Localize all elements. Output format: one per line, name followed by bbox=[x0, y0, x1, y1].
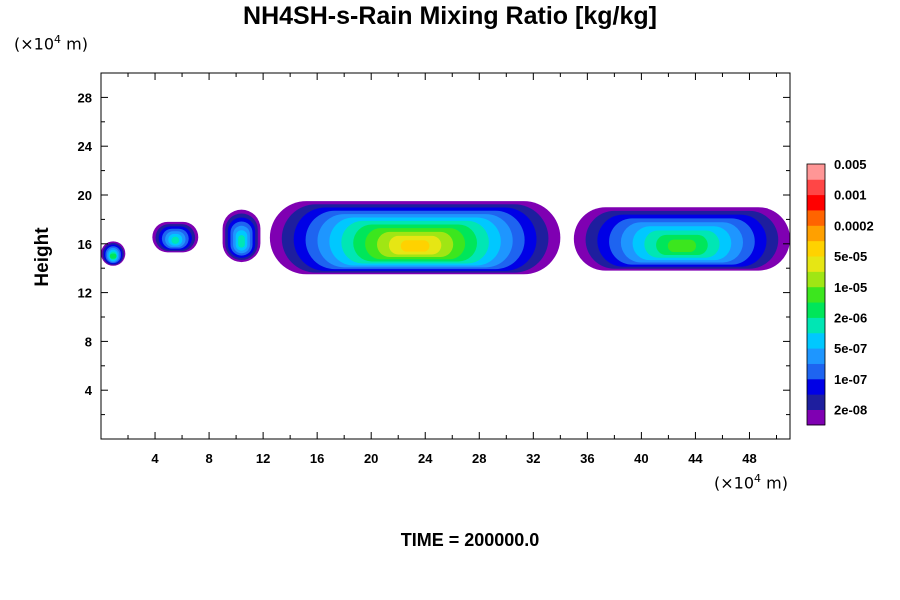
colorbar-label: 0.001 bbox=[834, 188, 867, 203]
x-tick-label: 40 bbox=[634, 451, 648, 466]
contour-level bbox=[109, 253, 117, 259]
colorbar-swatch bbox=[807, 164, 825, 180]
cloud-field bbox=[101, 201, 790, 275]
x-tick-label: 16 bbox=[310, 451, 324, 466]
time-label: TIME = 200000.0 bbox=[400, 530, 540, 550]
colorbar-label: 0.0002 bbox=[834, 218, 874, 233]
colorbar: 2e-08 1e-07 5e-07 2e-06 1e-05 5e-05 0.0002 0.00… bbox=[806, 157, 874, 426]
y-tick-label: 20 bbox=[78, 188, 92, 203]
y-axis-unit: (×104 m) bbox=[14, 33, 88, 54]
colorbar-swatch bbox=[807, 240, 825, 257]
colorbar-swatch bbox=[807, 363, 825, 380]
contour-level bbox=[238, 235, 245, 248]
x-tick-label: 36 bbox=[580, 451, 594, 466]
x-tick-label: 12 bbox=[256, 451, 270, 466]
y-tick-label: 4 bbox=[85, 383, 93, 398]
x-tick-label: 32 bbox=[526, 451, 540, 466]
colorbar-swatch bbox=[807, 378, 825, 395]
contour-level bbox=[400, 240, 430, 252]
y-axis: 4 8 12 16 20 24 28 bbox=[78, 72, 790, 416]
y-tick-label: 12 bbox=[78, 286, 92, 301]
colorbar-swatch bbox=[807, 409, 825, 426]
colorbar-label: 1e-05 bbox=[834, 280, 867, 295]
colorbar-swatch bbox=[807, 302, 825, 318]
colorbar-label: 5e-07 bbox=[834, 341, 867, 356]
colorbar-swatch bbox=[807, 225, 825, 242]
x-tick-label: 48 bbox=[742, 451, 756, 466]
x-tick-label: 44 bbox=[688, 451, 703, 466]
colorbar-swatch bbox=[807, 194, 825, 211]
y-tick-label: 28 bbox=[78, 90, 92, 105]
colorbar-label: 1e-07 bbox=[834, 372, 867, 387]
colorbar-frame bbox=[806, 163, 826, 426]
y-tick-label: 8 bbox=[85, 334, 92, 349]
contour-level bbox=[171, 236, 180, 244]
y-tick-label: 16 bbox=[78, 237, 92, 252]
colorbar-label: 5e-05 bbox=[834, 249, 867, 264]
x-tick-label: 8 bbox=[205, 451, 212, 466]
colorbar-swatch bbox=[807, 256, 825, 272]
contour-level bbox=[667, 239, 697, 253]
x-tick-label: 4 bbox=[151, 451, 159, 466]
colorbar-label: 2e-06 bbox=[834, 311, 867, 326]
x-tick-label: 24 bbox=[418, 451, 433, 466]
colorbar-swatch bbox=[807, 271, 825, 288]
colorbar-swatch bbox=[807, 348, 825, 364]
colorbar-swatch bbox=[807, 286, 825, 303]
colorbar-swatch bbox=[807, 394, 825, 410]
y-tick-label: 24 bbox=[78, 139, 93, 154]
colorbar-swatch bbox=[807, 317, 825, 334]
colorbar-label: 0.005 bbox=[834, 157, 867, 172]
x-tick-label: 20 bbox=[364, 451, 378, 466]
x-tick-label: 28 bbox=[472, 451, 486, 466]
colorbar-label: 2e-08 bbox=[834, 403, 867, 418]
chart-title: NH4SH-s-Rain Mixing Ratio [kg/kg] bbox=[243, 2, 657, 30]
colorbar-swatch bbox=[807, 332, 825, 349]
colorbar-swatch bbox=[807, 179, 825, 196]
plot-frame bbox=[100, 72, 791, 440]
x-axis: 4 8 12 16 20 24 28 32 36 40 44 48 bbox=[127, 73, 777, 466]
colorbar-swatch bbox=[807, 210, 825, 226]
x-axis-unit: (×104 m) bbox=[714, 472, 788, 493]
